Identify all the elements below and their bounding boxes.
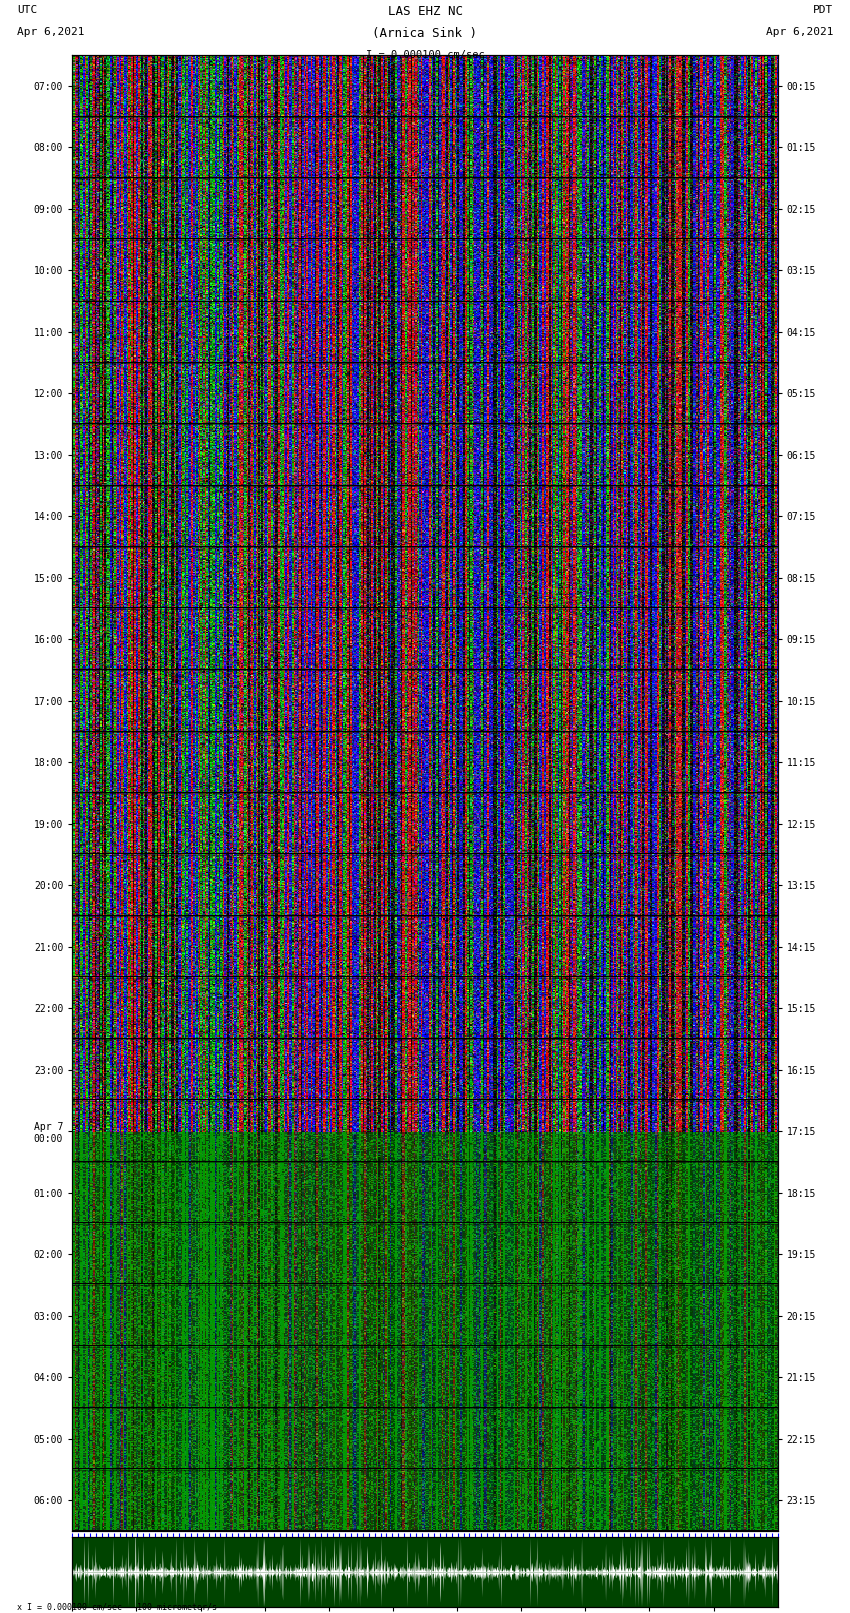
Text: Apr 6,2021: Apr 6,2021	[17, 27, 84, 37]
Text: (Arnica Sink ): (Arnica Sink )	[372, 27, 478, 40]
Text: Apr 6,2021: Apr 6,2021	[766, 27, 833, 37]
Text: PDT: PDT	[813, 5, 833, 15]
Text: UTC: UTC	[17, 5, 37, 15]
Text: x I = 0.000100 cm/sec   100 micrometer/s: x I = 0.000100 cm/sec 100 micrometer/s	[17, 1602, 217, 1611]
Text: LAS EHZ NC: LAS EHZ NC	[388, 5, 462, 18]
Text: I = 0.000100 cm/sec: I = 0.000100 cm/sec	[366, 50, 484, 60]
